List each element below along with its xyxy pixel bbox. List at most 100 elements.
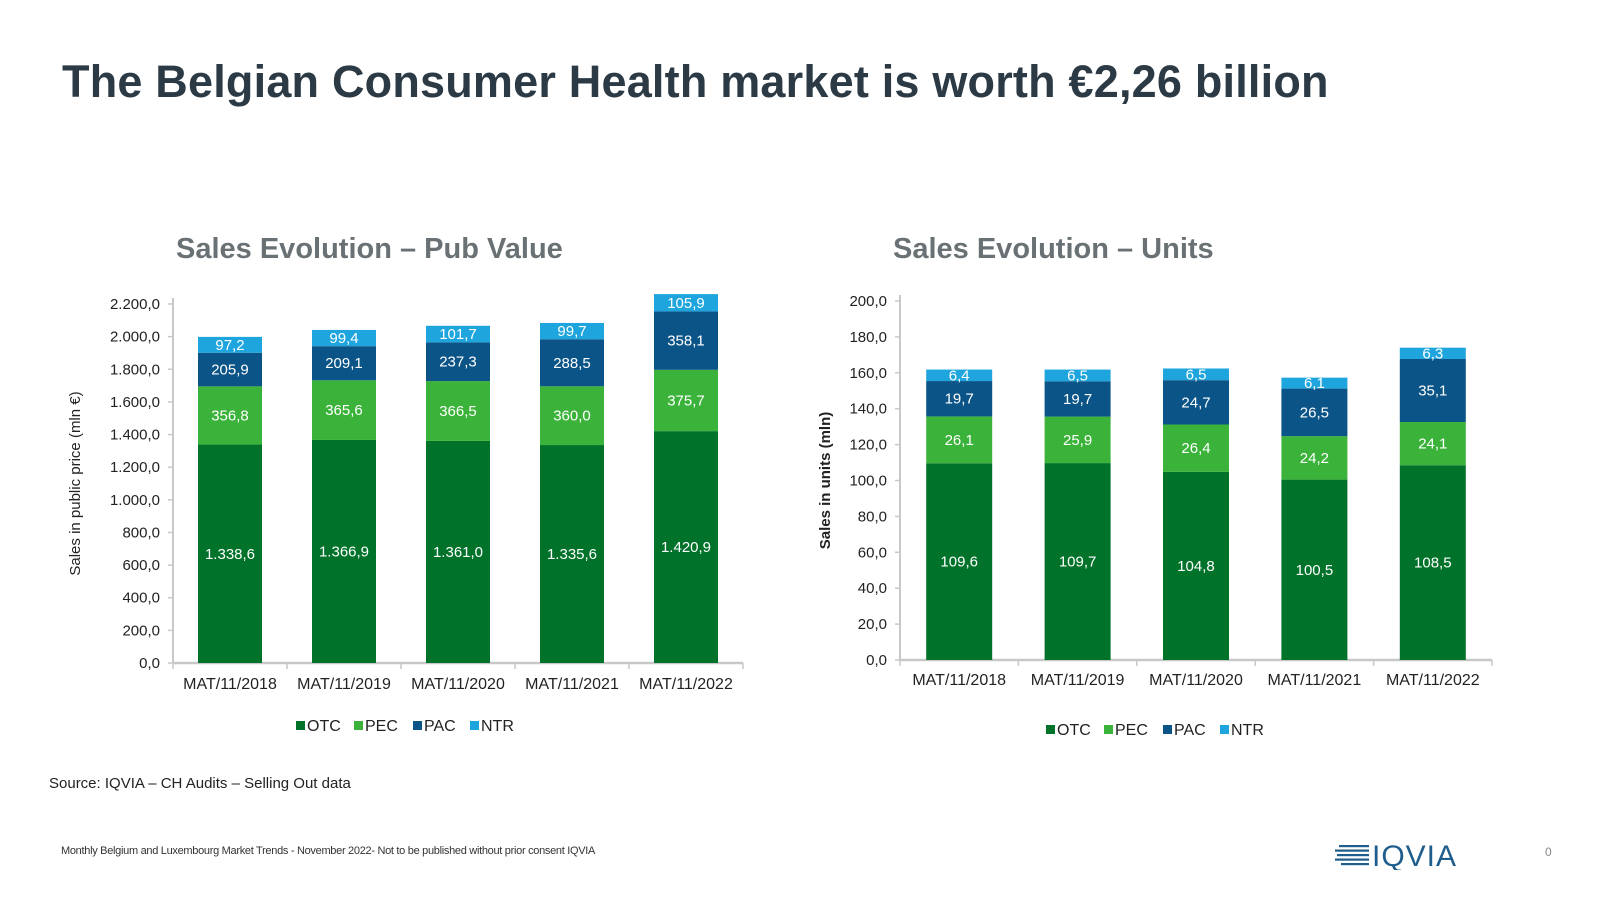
bar-pac	[654, 311, 718, 370]
data-label-ntr: 105,9	[667, 295, 705, 312]
legend-label-ntr: NTR	[1231, 722, 1264, 739]
data-label-pac: 26,5	[1300, 404, 1329, 421]
x-tick-label: MAT/11/2019	[1031, 672, 1125, 689]
legend-swatch-pec	[1104, 725, 1113, 734]
x-tick-label: MAT/11/2019	[297, 676, 391, 693]
bar-otc	[1281, 479, 1348, 660]
legend-label-pac: PAC	[1174, 722, 1206, 739]
x-tick-label: MAT/11/2020	[411, 676, 505, 693]
bar-ntr	[198, 336, 262, 353]
bar-pec	[312, 380, 376, 440]
page-number: 0	[1545, 845, 1552, 859]
legend-swatch-ntr	[470, 721, 479, 730]
footer-disclaimer: Monthly Belgium and Luxembourg Market Tr…	[61, 845, 596, 857]
legend-label-otc: OTC	[1057, 722, 1091, 739]
data-label-otc: 100,5	[1296, 562, 1334, 579]
x-tick-label: MAT/11/2022	[1386, 672, 1480, 689]
data-label-pac: 358,1	[667, 333, 705, 350]
y-tick-label: 160,0	[849, 365, 887, 382]
bar-pec	[1281, 436, 1348, 480]
bar-otc	[926, 463, 993, 660]
bar-pec	[1399, 421, 1466, 466]
bar-pec	[540, 386, 604, 446]
y-axis-label: Sales in public price (mln €)	[67, 391, 84, 575]
data-label-pac: 24,7	[1181, 394, 1210, 411]
data-label-pac: 209,1	[325, 355, 363, 372]
data-label-ntr: 6,3	[1422, 345, 1443, 362]
data-label-ntr: 97,2	[215, 337, 244, 354]
bar-pec	[654, 369, 718, 432]
data-label-pac: 19,7	[1063, 391, 1092, 408]
data-label-otc: 109,6	[940, 554, 978, 571]
legend-swatch-pac	[1163, 725, 1172, 734]
chart-title: Sales Evolution – Pub Value	[176, 233, 563, 265]
y-tick-label: 180,0	[849, 329, 887, 346]
bar-otc	[426, 440, 490, 663]
pub-value-chart: Sales Evolution – Pub Value Sales in publ…	[67, 233, 744, 735]
data-label-pec: 24,1	[1418, 436, 1447, 453]
bar-ntr	[1281, 377, 1348, 389]
data-label-otc: 109,7	[1059, 554, 1097, 571]
data-label-otc: 1.420,9	[661, 539, 711, 556]
bar-pac	[426, 342, 490, 382]
bar-otc	[198, 444, 262, 663]
y-tick-label: 1.200,0	[110, 459, 160, 476]
bar-otc	[1399, 465, 1466, 660]
y-tick-label: 600,0	[122, 557, 160, 574]
bar-pec	[1044, 416, 1111, 464]
legend-swatch-pec	[354, 721, 363, 730]
data-label-pac: 288,5	[553, 355, 591, 372]
legend-label-pec: PEC	[365, 718, 398, 735]
data-label-pec: 24,2	[1300, 450, 1329, 467]
bar-ntr	[1399, 347, 1466, 359]
bar-pac	[1399, 358, 1466, 422]
y-tick-label: 0,0	[866, 652, 887, 669]
data-label-pec: 26,4	[1181, 440, 1210, 457]
y-tick-label: 1.400,0	[110, 427, 160, 444]
bar-pec	[926, 416, 993, 464]
y-tick-label: 140,0	[849, 401, 887, 418]
data-label-pec: 366,5	[439, 403, 477, 420]
bar-pac	[1281, 388, 1348, 437]
data-label-ntr: 6,1	[1304, 375, 1325, 392]
y-tick-label: 60,0	[858, 544, 887, 561]
x-tick-label: MAT/11/2018	[912, 672, 1006, 689]
data-label-otc: 1.338,6	[205, 546, 255, 563]
bar-pec	[198, 386, 262, 445]
logo-lines-icon	[1335, 845, 1369, 866]
bar-ntr	[1163, 368, 1229, 381]
bar-pac	[926, 381, 993, 417]
bar-otc	[654, 431, 718, 663]
data-label-pec: 356,8	[211, 407, 249, 424]
data-label-pac: 19,7	[945, 391, 974, 408]
data-label-otc: 108,5	[1414, 555, 1452, 572]
data-label-ntr: 99,4	[329, 330, 358, 347]
legend-label-ntr: NTR	[481, 718, 514, 735]
bar-pac	[1044, 381, 1111, 417]
bar-pec	[426, 381, 490, 441]
y-tick-label: 200,0	[122, 622, 160, 639]
data-label-ntr: 6,5	[1186, 366, 1207, 383]
legend-label-pac: PAC	[424, 718, 456, 735]
y-tick-label: 40,0	[858, 580, 887, 597]
y-tick-label: 1.800,0	[110, 361, 160, 378]
data-label-ntr: 6,5	[1067, 367, 1088, 384]
legend-swatch-otc	[296, 721, 305, 730]
y-tick-label: 1.000,0	[110, 492, 160, 509]
data-label-otc: 1.361,0	[433, 544, 483, 561]
legend: OTC PEC PAC NTR	[1046, 722, 1264, 739]
bar-otc	[1044, 463, 1111, 660]
data-label-pac: 205,9	[211, 362, 249, 379]
bar-pac	[312, 346, 376, 381]
y-tick-label: 2.000,0	[110, 329, 160, 346]
data-label-ntr: 101,7	[439, 326, 477, 343]
data-label-otc: 1.335,6	[547, 546, 597, 563]
legend-swatch-pac	[413, 721, 422, 730]
y-tick-label: 1.600,0	[110, 394, 160, 411]
y-tick-label: 20,0	[858, 616, 887, 633]
legend-swatch-ntr	[1220, 725, 1229, 734]
data-label-otc: 1.366,9	[319, 543, 369, 560]
x-tick-label: MAT/11/2018	[183, 676, 277, 693]
bar-otc	[1163, 471, 1229, 660]
data-label-pac: 237,3	[439, 354, 477, 371]
